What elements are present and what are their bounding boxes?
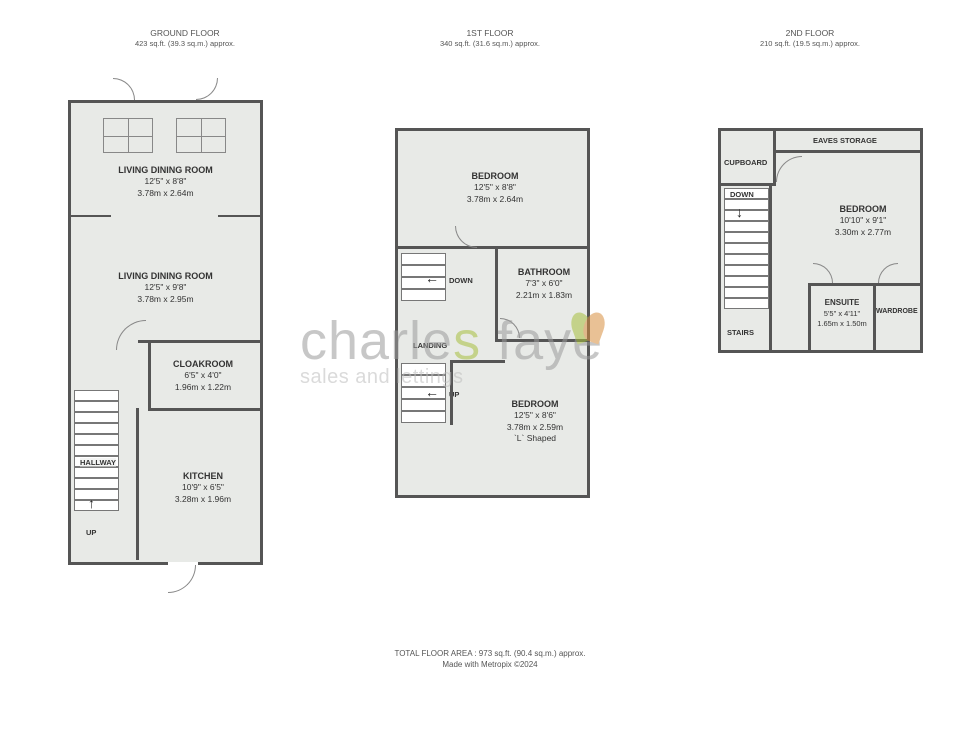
plan-second: EAVES STORAGE CUPBOARD DOWN ↓ STAIRS BED… [718,128,923,353]
secbed-name: BEDROOM [813,203,913,215]
bed2-d2: 3.78m x 2.59m [485,422,585,433]
ground-bottom-door [168,565,196,593]
first-landing-lbl: LANDING [413,341,447,350]
label-living1: LIVING DINING ROOM 12'5" x 8'8" 3.78m x … [98,164,233,199]
footer: TOTAL FLOOR AREA : 973 sq.ft. (90.4 sq.m… [0,648,980,670]
first-down-lbl: DOWN [449,276,473,285]
first-stairs-up [401,363,446,423]
title-first-sub: 340 sq.ft. (31.6 sq.m.) approx. [400,39,580,49]
living2-d1: 12'5" x 9'8" [98,282,233,293]
bath-d2: 2.21m x 1.83m [505,290,583,301]
title-second: 2ND FLOOR 210 sq.ft. (19.5 sq.m.) approx… [720,28,900,49]
label-secbed: BEDROOM 10'10" x 9'1" 3.30m x 2.77m [813,203,913,238]
label-bed1: BEDROOM 12'5" x 8'8" 3.78m x 2.64m [440,170,550,205]
second-wardrobe-lbl: WARDROBE [876,308,918,315]
second-eaves-lbl: EAVES STORAGE [813,136,877,145]
label-cloak: CLOAKROOM 6'5" x 4'0" 1.96m x 1.22m [158,358,248,393]
first-bath-b [495,339,587,342]
second-ens-wr [873,283,876,350]
ground-iwall-1b [218,215,260,217]
bed1-d2: 3.78m x 2.64m [440,194,550,205]
ground-hallway: HALLWAY [80,458,116,467]
second-stairs [724,188,769,323]
living1-d2: 3.78m x 2.64m [98,188,233,199]
ground-iwall-mid [138,340,260,343]
label-bed2: BEDROOM 12'5" x 8'6" 3.78m x 2.59m `L` S… [485,398,585,445]
ensuite-name: ENSUITE [811,298,873,309]
kitchen-d1: 10'9" x 6'5" [158,482,248,493]
label-living2: LIVING DINING ROOM 12'5" x 9'8" 3.78m x … [98,270,233,305]
living1-name: LIVING DINING ROOM [98,164,233,176]
first-iw-1 [398,246,587,249]
bed2-d1: 12'5" x 8'6" [485,410,585,421]
bath-name: BATHROOM [505,266,583,278]
bath-d1: 7'3" x 6'0" [505,278,583,289]
first-arrow-down: ← [425,270,439,286]
kitchen-name: KITCHEN [158,470,248,482]
ground-iwall-1a [71,215,111,217]
bed2-note: `L` Shaped [485,433,585,444]
plan-first: BEDROOM 12'5" x 8'8" 3.78m x 2.64m BATHR… [395,128,590,498]
ground-kit-l [136,408,139,560]
ground-window-2 [176,118,226,153]
ground-stairs [74,390,119,520]
living2-d2: 3.78m x 2.95m [98,294,233,305]
title-ground-main: GROUND FLOOR [95,28,275,39]
label-ensuite: ENSUITE 5'5" x 4'11" 1.65m x 1.50m [811,298,873,329]
second-cup-b [721,183,776,186]
living2-name: LIVING DINING ROOM [98,270,233,282]
first-arrow-up: ← [425,384,439,400]
ground-stair-up: UP [86,528,96,537]
first-iw-2 [450,360,505,363]
title-second-sub: 210 sq.ft. (19.5 sq.m.) approx. [720,39,900,49]
plan-ground: LIVING DINING ROOM 12'5" x 8'8" 3.78m x … [68,100,263,570]
second-stairs-lbl: STAIRS [727,328,754,337]
second-arrow-down: ↓ [736,204,743,220]
living1-d1: 12'5" x 8'8" [98,176,233,187]
ground-cloak-b [148,408,260,411]
ground-door-top-r [196,78,218,100]
first-iw-3 [450,360,453,425]
ensuite-d2: 1.65m x 1.50m [811,319,873,329]
cloak-d2: 1.96m x 1.22m [158,382,248,393]
ground-cloak-l [148,340,151,410]
title-first-main: 1ST FLOOR [400,28,580,39]
ensuite-d1: 5'5" x 4'11" [811,309,873,319]
title-first: 1ST FLOOR 340 sq.ft. (31.6 sq.m.) approx… [400,28,580,49]
ground-door-top-l [113,78,135,100]
title-ground-sub: 423 sq.ft. (39.3 sq.m.) approx. [95,39,275,49]
second-eaves-b [773,150,920,153]
ground-window-1 [103,118,153,153]
secbed-d2: 3.30m x 2.77m [813,227,913,238]
cloak-d1: 6'5" x 4'0" [158,370,248,381]
secbed-d1: 10'10" x 9'1" [813,215,913,226]
second-cupboard-lbl: CUPBOARD [724,158,767,167]
kitchen-d2: 3.28m x 1.96m [158,494,248,505]
second-ens-t [808,283,920,286]
ground-stair-arrow: ↑ [88,495,95,511]
second-down-lbl: DOWN [730,190,754,199]
footer-credit: Made with Metropix ©2024 [0,659,980,670]
second-stair-r [769,186,772,350]
label-bath: BATHROOM 7'3" x 6'0" 2.21m x 1.83m [505,266,583,301]
bed1-name: BEDROOM [440,170,550,182]
bed1-d1: 12'5" x 8'8" [440,182,550,193]
cloak-name: CLOAKROOM [158,358,248,370]
label-kitchen: KITCHEN 10'9" x 6'5" 3.28m x 1.96m [158,470,248,505]
footer-total: TOTAL FLOOR AREA : 973 sq.ft. (90.4 sq.m… [0,648,980,659]
title-ground: GROUND FLOOR 423 sq.ft. (39.3 sq.m.) app… [95,28,275,49]
title-second-main: 2ND FLOOR [720,28,900,39]
bed2-name: BEDROOM [485,398,585,410]
first-bath-l [495,246,498,341]
